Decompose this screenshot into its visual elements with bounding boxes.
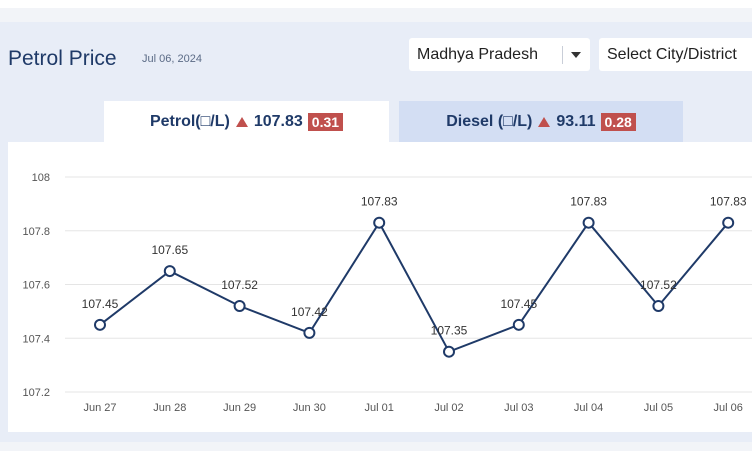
state-select-value: Madhya Pradesh bbox=[417, 45, 538, 63]
x-tick-label: Jul 03 bbox=[504, 402, 533, 414]
data-point bbox=[163, 265, 176, 278]
data-label: 107.35 bbox=[431, 324, 468, 338]
x-tick-label: Jul 04 bbox=[574, 402, 603, 414]
chart-area bbox=[8, 142, 752, 432]
petrol-change-badge: 0.31 bbox=[307, 112, 344, 131]
data-label: 107.45 bbox=[500, 297, 537, 311]
y-tick-label: 107.4 bbox=[22, 333, 50, 345]
series-line bbox=[99, 220, 729, 353]
tab-diesel-label: Diesel (□/L) bbox=[446, 112, 533, 130]
data-label: 107.83 bbox=[570, 195, 607, 209]
tab-petrol-price: 107.83 bbox=[253, 112, 303, 130]
city-select[interactable]: Select City/District bbox=[599, 38, 752, 71]
diesel-change-badge: 0.28 bbox=[600, 112, 636, 131]
tab-diesel-price: 93.11 bbox=[556, 112, 596, 130]
x-tick-label: Jun 28 bbox=[153, 402, 186, 414]
data-point bbox=[233, 300, 246, 312]
x-tick-label: Jul 05 bbox=[644, 402, 673, 414]
data-point bbox=[443, 345, 455, 358]
y-tick-label: 107.8 bbox=[22, 226, 50, 238]
data-label: 107.83 bbox=[710, 195, 747, 209]
data-label: 107.52 bbox=[221, 278, 258, 292]
select-divider bbox=[562, 46, 563, 64]
data-point bbox=[512, 318, 525, 331]
data-label: 107.52 bbox=[640, 278, 677, 292]
data-point bbox=[652, 300, 665, 312]
up-arrow-icon bbox=[538, 116, 551, 127]
data-label: 107.45 bbox=[82, 297, 119, 311]
data-point bbox=[373, 216, 386, 229]
x-tick-label: Jun 29 bbox=[223, 402, 256, 414]
city-select-value: Select City/District bbox=[607, 45, 737, 63]
x-tick-label: Jul 02 bbox=[434, 402, 463, 414]
tab-petrol[interactable]: Petrol(□/L) 107.83 0.31 bbox=[104, 101, 389, 142]
y-tick-label: 107.2 bbox=[22, 387, 50, 399]
x-tick-label: Jul 06 bbox=[714, 402, 743, 414]
state-select[interactable]: Madhya Pradesh bbox=[409, 38, 590, 71]
chevron-down-icon[interactable] bbox=[571, 52, 581, 58]
y-tick-label: 107.6 bbox=[22, 280, 50, 292]
x-tick-label: Jun 30 bbox=[293, 402, 326, 414]
y-tick-label: 108 bbox=[32, 172, 50, 184]
top-strip bbox=[0, 0, 752, 8]
data-label: 107.83 bbox=[361, 195, 398, 209]
page-title: Petrol Price bbox=[8, 47, 117, 70]
data-point bbox=[722, 216, 735, 229]
x-tick-label: Jun 27 bbox=[83, 402, 116, 414]
data-point bbox=[94, 318, 106, 331]
up-arrow-icon bbox=[235, 116, 248, 127]
tab-petrol-label: Petrol(□/L) bbox=[149, 112, 230, 130]
data-label: 107.42 bbox=[291, 305, 328, 319]
data-label: 107.65 bbox=[151, 243, 188, 257]
x-tick-label: Jul 01 bbox=[365, 402, 394, 414]
price-date: Jul 06, 2024 bbox=[142, 53, 202, 65]
tab-diesel[interactable]: Diesel (□/L) 93.11 0.28 bbox=[399, 101, 683, 142]
data-point bbox=[303, 326, 316, 339]
data-point bbox=[582, 216, 595, 229]
